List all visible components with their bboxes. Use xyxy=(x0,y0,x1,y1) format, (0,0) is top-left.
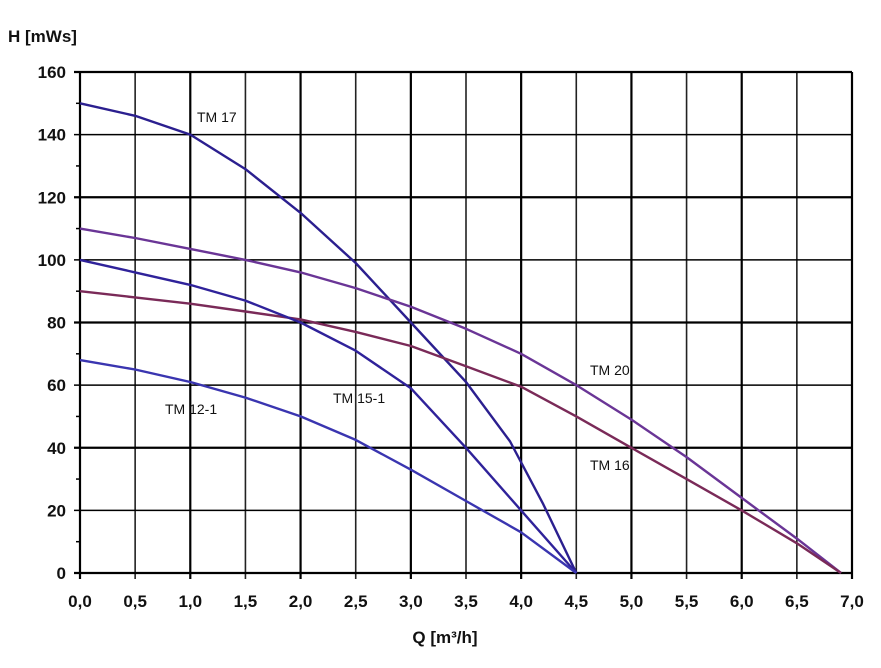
y-tick-label: 140 xyxy=(38,126,66,145)
x-tick-label: 3,0 xyxy=(399,592,423,611)
series-line-tm-17 xyxy=(79,102,578,574)
series-label: TM 17 xyxy=(197,109,237,125)
grid xyxy=(74,70,854,579)
x-tick-label: 5,0 xyxy=(620,592,644,611)
x-tick-label: 4,5 xyxy=(564,592,588,611)
y-tick-label: 120 xyxy=(38,188,66,207)
x-tick-label: 4,0 xyxy=(509,592,533,611)
x-tick-label: 1,5 xyxy=(234,592,258,611)
y-axis-label: H [mWs] xyxy=(8,27,77,46)
series-line-tm-15-1 xyxy=(79,258,578,574)
y-tick-label: 80 xyxy=(47,314,66,333)
y-tick-label: 0 xyxy=(57,564,66,583)
y-tick-label: 100 xyxy=(38,251,66,270)
x-tick-label: 1,0 xyxy=(178,592,202,611)
x-tick-label: 5,5 xyxy=(675,592,699,611)
x-tick-label: 6,0 xyxy=(730,592,754,611)
y-tick-label: 60 xyxy=(47,376,66,395)
series-labels: TM 17 TM 20 TM 16 TM 15-1 TM 12-1 xyxy=(165,109,630,473)
series-label: TM 12-1 xyxy=(165,401,217,417)
y-tick-label: 160 xyxy=(38,63,66,82)
x-tick-label: 0,0 xyxy=(68,592,92,611)
x-tick-label: 2,5 xyxy=(344,592,368,611)
x-tick-label: 6,5 xyxy=(785,592,809,611)
x-axis-label: Q [m³/h] xyxy=(412,628,477,647)
series-line-tm-12-1 xyxy=(79,358,578,574)
y-tick-label: 20 xyxy=(47,501,66,520)
x-tick-label: 7,0 xyxy=(840,592,864,611)
series-label: TM 20 xyxy=(590,362,630,378)
y-tick-label: 40 xyxy=(47,439,66,458)
curves xyxy=(79,102,842,574)
series-label: TM 15-1 xyxy=(333,390,385,406)
x-tick-label: 0,5 xyxy=(123,592,147,611)
series-label: TM 16 xyxy=(590,457,630,473)
x-tick-label: 3,5 xyxy=(454,592,478,611)
tick-labels: 0,0 0,5 1,0 1,5 2,0 2,5 3,0 3,5 4,0 4,5 5,0 5,5 6,0 6… xyxy=(38,63,864,611)
x-tick-label: 2,0 xyxy=(289,592,313,611)
series-line-tm-20 xyxy=(79,227,842,574)
series-line-tm-16 xyxy=(79,290,842,574)
